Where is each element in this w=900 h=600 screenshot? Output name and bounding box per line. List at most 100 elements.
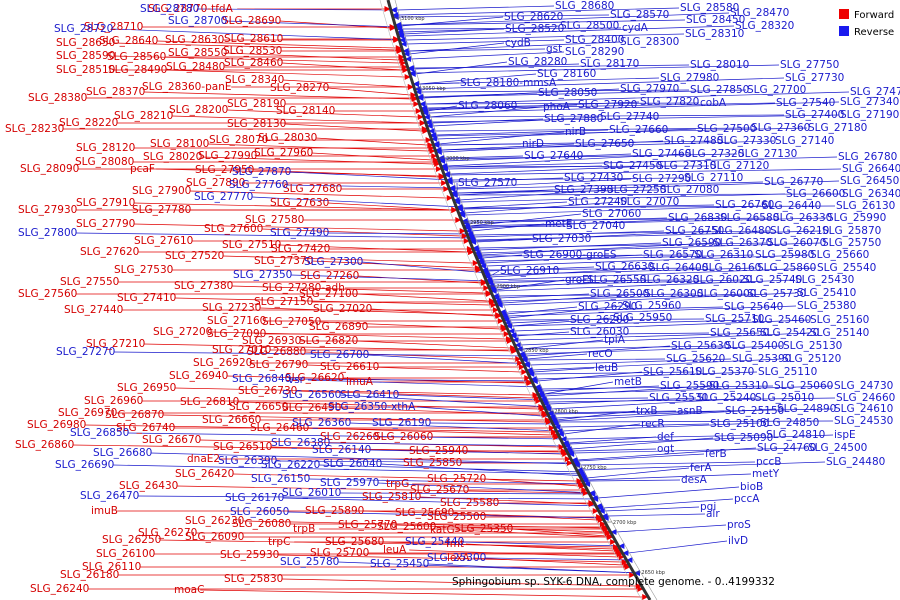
reverse-gene-label: SLG_28170 <box>580 58 639 70</box>
forward-feature-wedge <box>466 246 473 252</box>
reverse-gene-label: SLG_26570 <box>643 249 702 261</box>
reverse-feature-wedge <box>423 114 430 120</box>
reverse-connector <box>113 351 526 357</box>
reverse-feature-wedge <box>633 570 640 576</box>
forward-gene-label: trpC <box>268 536 290 548</box>
reverse-gene-label: SLG_26360 <box>292 417 351 429</box>
reverse-gene-label: SLG_25460 <box>752 314 811 326</box>
reverse-gene-label: SLG_26640 <box>842 163 900 175</box>
reverse-connector <box>398 7 680 16</box>
forward-gene-label: SLG_27510 <box>222 239 281 251</box>
reverse-connector <box>491 267 817 281</box>
reverse-gene-label: SLG_26330 <box>773 212 832 224</box>
reverse-gene-label: SLG_25860 <box>757 262 816 274</box>
reverse-feature-wedge <box>472 245 479 251</box>
reverse-feature-wedge <box>524 362 531 368</box>
forward-connector <box>311 152 433 161</box>
reverse-gene-label: SLG_26760 <box>715 199 774 211</box>
reverse-connector <box>604 506 700 512</box>
reverse-feature-wedge <box>486 278 493 284</box>
forward-gene-label: SLG_28270 <box>270 82 329 94</box>
reverse-connector <box>455 181 764 190</box>
reverse-feature-wedge <box>477 258 484 264</box>
forward-gene-label: SLG_27420 <box>271 243 330 255</box>
reverse-gene-label: SLG_25610 <box>643 366 702 378</box>
forward-connector <box>395 524 605 533</box>
reverse-gene-label: SLG_25540 <box>817 262 876 274</box>
reverse-gene-label: desA <box>681 474 708 486</box>
forward-gene-label: SLG_27950 <box>195 164 254 176</box>
reverse-feature-wedge <box>547 411 554 417</box>
reverse-feature-wedge <box>435 147 442 153</box>
reverse-gene-label: SLG_26050 <box>230 506 289 518</box>
forward-feature-wedge <box>461 233 468 239</box>
reverse-connector <box>524 345 783 355</box>
reverse-connector <box>628 540 728 554</box>
reverse-gene-label: SLG_26440 <box>762 200 821 212</box>
reverse-gene-label: SLG_28180-mmsA <box>460 77 557 89</box>
reverse-connector <box>499 293 590 299</box>
reverse-gene-label: SLG_25400 <box>725 340 784 352</box>
forward-gene-label: SLG_27050 <box>262 316 321 328</box>
forward-feature-wedge <box>492 307 499 313</box>
reverse-connector <box>522 339 604 350</box>
reverse-connector <box>543 381 614 395</box>
reverse-gene-label: SLG_25590 <box>660 380 719 392</box>
forward-feature-wedge <box>483 285 490 291</box>
forward-feature-wedge <box>581 487 588 493</box>
forward-gene-label: SLG_28590 <box>56 50 115 62</box>
reverse-feature-wedge <box>591 495 598 501</box>
forward-gene-label: SLG_28080 <box>75 156 134 168</box>
reverse-connector <box>289 171 453 181</box>
forward-feature-wedge <box>425 137 432 143</box>
reverse-gene-label: SLG_25130 <box>783 340 842 352</box>
reverse-connector <box>380 463 586 477</box>
reverse-connector <box>137 495 599 500</box>
reverse-feature-wedge <box>554 424 561 430</box>
reverse-feature-wedge <box>417 94 424 100</box>
reverse-feature-wedge <box>496 302 503 308</box>
reverse-gene-label: SLG_26020 <box>693 274 752 286</box>
reverse-connector <box>530 358 732 366</box>
reverse-connector <box>275 460 579 464</box>
scale-tick-label: 2700 kbp <box>613 520 637 526</box>
reverse-connector <box>447 156 838 168</box>
reverse-gene-label: SLG_26450 <box>840 175 899 187</box>
reverse-gene-label: SLG_27700 <box>747 84 806 96</box>
reverse-gene-label: SLG_26210 <box>770 225 829 237</box>
reverse-connector <box>475 238 532 242</box>
reverse-gene-label: SLG_25060 <box>774 380 833 392</box>
reverse-connector <box>444 153 738 160</box>
reverse-gene-label: SLG_25240 <box>697 392 756 404</box>
forward-feature-wedge <box>579 483 586 489</box>
forward-gene-label: SLG_28120 <box>76 142 135 154</box>
reverse-gene-label: SLG_28780 <box>140 3 199 15</box>
forward-gene-label: SLG_27160 <box>207 315 266 327</box>
forward-feature-wedge <box>616 550 623 556</box>
reverse-connector <box>553 408 834 415</box>
reverse-feature-wedge <box>560 436 567 442</box>
forward-gene-label: SLG_28630 <box>165 34 224 46</box>
reverse-gene-label: SLG_27140 <box>775 135 834 147</box>
reverse-connector <box>408 41 620 52</box>
forward-feature-wedge <box>553 434 560 440</box>
reverse-connector <box>432 116 600 127</box>
reverse-feature-wedge <box>433 142 440 148</box>
forward-feature-wedge <box>503 331 510 337</box>
reverse-connector <box>462 201 568 209</box>
reverse-connector <box>361 261 489 274</box>
reverse-feature-wedge <box>598 508 605 514</box>
forward-feature-wedge <box>404 74 411 80</box>
forward-connector <box>465 543 616 552</box>
reverse-gene-label: SLG_25530 <box>649 392 708 404</box>
reverse-gene-label: SLG_27390 <box>554 184 613 196</box>
forward-connector <box>113 42 397 51</box>
reverse-gene-label: SLG_27400 <box>785 109 844 121</box>
reverse-gene-label: SLG_26040 <box>323 458 382 470</box>
forward-connector <box>356 340 511 349</box>
reverse-connector <box>111 28 406 41</box>
reverse-connector <box>487 267 702 271</box>
reverse-connector <box>536 371 758 380</box>
reverse-gene-label: SLG_27880 <box>544 113 603 125</box>
reverse-connector <box>418 73 537 85</box>
